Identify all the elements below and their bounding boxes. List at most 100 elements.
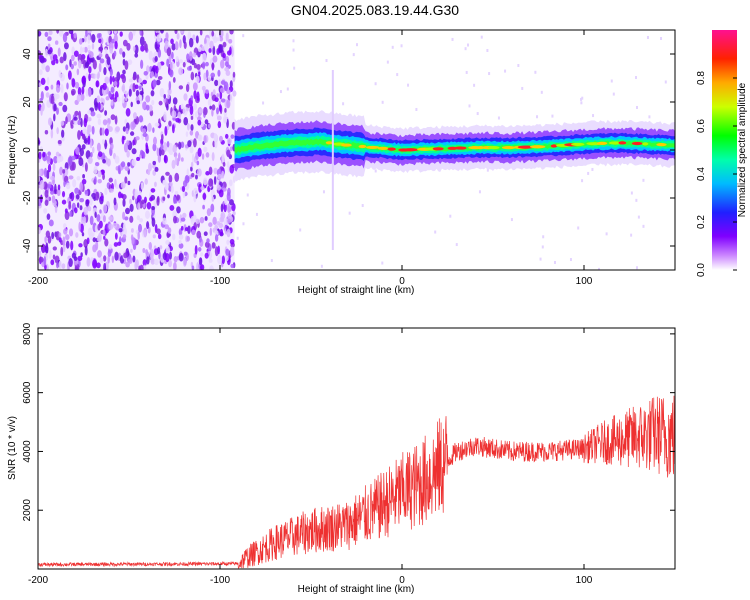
noise-blob	[165, 252, 170, 263]
noise-blob	[56, 107, 59, 115]
noise-blob	[104, 139, 108, 150]
noise-blob	[43, 167, 47, 178]
noise-blob	[154, 181, 157, 187]
noise-blob	[161, 134, 164, 141]
noise-blob	[123, 90, 128, 95]
noise-blob	[139, 36, 145, 46]
faint-speck	[486, 48, 489, 52]
noise-blob	[143, 229, 147, 238]
noise-blob	[196, 63, 201, 70]
noise-blob	[38, 139, 41, 145]
noise-blob	[126, 42, 131, 51]
noise-blob	[40, 91, 44, 101]
faint-speck	[465, 70, 468, 74]
noise-blob	[100, 43, 103, 54]
noise-blob	[39, 179, 45, 190]
noise-blob	[210, 203, 215, 213]
noise-blob	[63, 92, 68, 102]
noise-blob	[82, 174, 86, 179]
ridge-hotspot	[358, 144, 367, 149]
noise-blob	[104, 76, 110, 84]
noise-blob	[92, 259, 98, 269]
noise-blob	[209, 40, 214, 50]
noise-blob	[204, 89, 210, 94]
noise-blob	[225, 32, 229, 42]
noise-blob	[142, 247, 146, 253]
noise-blob	[147, 123, 152, 132]
noise-blob	[196, 91, 200, 102]
noise-blob	[169, 69, 174, 78]
ridge-hotspot	[501, 146, 516, 150]
noise-blob	[87, 227, 93, 237]
noise-blob	[96, 142, 101, 152]
noise-blob	[224, 107, 227, 113]
noise-blob	[191, 172, 195, 178]
noise-blob	[56, 127, 59, 135]
noise-blob	[78, 38, 83, 45]
noise-blob	[128, 31, 134, 41]
noise-blob	[168, 259, 172, 268]
noise-blob	[73, 32, 77, 39]
noise-blob	[178, 67, 184, 76]
noise-blob	[132, 255, 136, 263]
noise-blob	[114, 115, 118, 125]
noise-blob	[203, 231, 208, 237]
noise-blob	[194, 111, 198, 119]
noise-blob	[174, 155, 178, 166]
noise-blob	[54, 183, 57, 194]
noise-blob	[44, 48, 49, 58]
faint-speck	[236, 236, 239, 240]
noise-blob	[211, 152, 215, 162]
noise-blob	[132, 75, 137, 81]
noise-blob	[83, 215, 87, 224]
noise-blob	[92, 244, 97, 253]
noise-blob	[70, 240, 74, 251]
noise-blob	[48, 249, 52, 259]
noise-blob	[214, 79, 219, 87]
faint-speck	[396, 73, 399, 77]
noise-blob	[217, 173, 223, 180]
noise-blob	[174, 41, 179, 51]
snr-panel: -200 -100 0 100 2000 4000 6000 8000 Height of s…	[7, 322, 676, 595]
noise-blob	[97, 223, 101, 231]
faint-speck	[648, 115, 651, 119]
noise-blob	[163, 97, 167, 103]
faint-speck	[242, 34, 245, 38]
noise-blob	[87, 205, 92, 212]
noise-blob	[181, 185, 186, 193]
noise-blob	[212, 45, 216, 56]
noise-blob	[122, 234, 127, 239]
noise-blob	[151, 206, 155, 211]
faint-speck	[374, 169, 377, 173]
noise-blob	[173, 256, 178, 263]
noise-blob	[130, 248, 133, 253]
noise-blob	[103, 205, 107, 214]
noise-blob	[191, 229, 196, 236]
noise-blob	[142, 79, 148, 85]
x-tick-label: 0	[399, 575, 405, 586]
noise-blob	[134, 189, 139, 199]
noise-blob	[178, 240, 182, 245]
faint-speck	[504, 69, 507, 73]
noise-blob	[167, 227, 172, 234]
faint-speck	[664, 80, 667, 84]
noise-blob	[87, 135, 91, 146]
noise-blob	[114, 155, 120, 164]
noise-blob	[127, 180, 131, 186]
ridge-hotspot	[517, 145, 534, 149]
noise-blob	[98, 62, 102, 73]
noise-blob	[168, 80, 172, 91]
noise-blob	[146, 221, 150, 230]
noise-blob	[217, 78, 221, 88]
noise-blob	[217, 255, 222, 265]
noise-blob	[182, 212, 187, 218]
noise-blob	[174, 30, 178, 34]
noise-blob	[199, 30, 203, 36]
faint-speck	[597, 267, 600, 270]
noise-blob	[52, 163, 56, 172]
noise-blob	[93, 165, 98, 175]
noise-blob	[230, 134, 235, 139]
noise-blob	[108, 188, 114, 193]
spectrogram-xlabel: Height of straight line (km)	[298, 285, 415, 296]
noise-blob	[143, 264, 147, 270]
